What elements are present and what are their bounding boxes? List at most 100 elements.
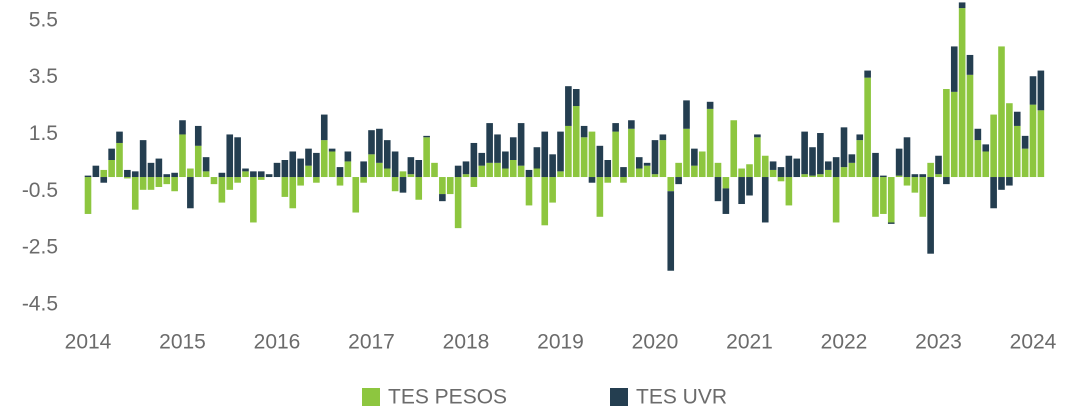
bar-segment <box>793 158 801 178</box>
bar-segment <box>958 8 966 178</box>
bar-segment <box>706 101 714 109</box>
y-tick-label: -0.5 <box>22 179 58 202</box>
y-tick-label: 1.5 <box>29 122 58 145</box>
bar-segment <box>950 91 958 178</box>
bar-segment <box>100 169 108 178</box>
bar-segment <box>549 154 556 178</box>
bar-segment <box>880 177 887 214</box>
bar-segment <box>722 177 730 189</box>
bar-segment <box>541 177 549 226</box>
y-tick-label: 5.5 <box>29 8 58 31</box>
bar-segment <box>376 128 383 163</box>
bar-segment <box>368 130 375 155</box>
bar-segment <box>383 140 391 169</box>
legend-swatch <box>362 388 380 406</box>
bar-segment <box>714 177 722 202</box>
bar-segment <box>486 123 493 163</box>
bar-segment <box>998 177 1005 190</box>
bar-segment <box>832 177 840 223</box>
bar-segment <box>289 151 297 178</box>
bar-segment <box>344 151 352 162</box>
bar-segment <box>635 157 643 169</box>
bar-segment <box>801 131 808 175</box>
bar-segment <box>714 162 722 178</box>
bar-segment <box>84 177 92 214</box>
bar-segment <box>706 108 714 178</box>
x-tick-label: 2019 <box>537 331 584 354</box>
bar-segment <box>911 174 919 178</box>
bar-segment <box>352 177 360 213</box>
bar-segment <box>257 171 265 178</box>
bar-segment <box>179 134 186 178</box>
bar-segment <box>234 177 241 183</box>
bar-segment <box>588 177 596 183</box>
bar-segment <box>887 222 895 224</box>
bar-segment <box>328 151 336 178</box>
bar-segment <box>824 169 832 178</box>
bar-segment <box>966 54 974 75</box>
bar-segment <box>139 140 147 178</box>
bar-segment <box>643 162 651 166</box>
bar-segment <box>817 133 824 175</box>
bar-segment <box>903 137 911 178</box>
bar-segment <box>305 165 312 178</box>
bar-segment <box>344 161 352 178</box>
bar-segment <box>533 168 541 178</box>
bar-segment <box>557 171 564 178</box>
bar-segment <box>596 177 604 217</box>
bar-segment <box>234 137 241 178</box>
bar-segment <box>486 162 493 178</box>
bar-segment <box>147 162 155 178</box>
bar-segment <box>777 167 785 178</box>
bar-segment <box>423 135 430 138</box>
bar-segment <box>147 177 155 190</box>
x-tick-label: 2024 <box>1010 331 1057 354</box>
bar-segment <box>580 125 588 138</box>
bar-segment <box>289 177 297 209</box>
bar-segment <box>628 120 635 129</box>
bar-segment <box>163 177 171 185</box>
bar-segment <box>399 177 407 193</box>
bar-segment <box>116 131 123 143</box>
bar-segment <box>998 46 1005 178</box>
bar-segment <box>1029 76 1037 105</box>
x-tick-label: 2018 <box>443 331 490 354</box>
y-tick-label: -4.5 <box>22 292 58 315</box>
bar-segment <box>840 127 848 168</box>
bar-segment <box>651 174 659 178</box>
bar-segment <box>943 177 950 185</box>
bar-segment <box>250 177 257 223</box>
bar-segment <box>1006 177 1013 186</box>
bar-segment <box>257 177 265 180</box>
bar-segment <box>950 46 958 92</box>
bar-segment <box>320 114 328 141</box>
bar-segment <box>116 142 123 178</box>
bar-segment <box>966 74 974 178</box>
bar-segment <box>730 120 738 178</box>
bar-segment <box>360 161 367 178</box>
bar-segment <box>525 177 533 206</box>
bar-segment <box>84 175 92 178</box>
bar-segment <box>754 134 761 138</box>
bar-segment <box>935 174 942 178</box>
bar-segment <box>872 177 879 217</box>
bar-segment <box>557 131 564 172</box>
bar-segment <box>612 131 619 178</box>
x-tick-label: 2016 <box>254 331 301 354</box>
bar-segment <box>746 177 753 196</box>
bar-segment <box>226 177 234 190</box>
bar-segment <box>872 152 879 178</box>
bar-segment <box>163 174 171 178</box>
bar-segment <box>982 151 990 178</box>
bar-segment <box>194 145 202 178</box>
bar-segment <box>124 177 131 179</box>
bar-segment <box>580 137 588 178</box>
bar-segment <box>494 134 501 163</box>
bar-segment <box>596 145 604 178</box>
bar-segment <box>769 169 777 178</box>
bar-segment <box>194 125 202 146</box>
bar-segment <box>454 177 462 229</box>
bar-segment <box>675 162 682 178</box>
bar-segment <box>604 160 612 178</box>
bar-segment <box>509 160 517 178</box>
